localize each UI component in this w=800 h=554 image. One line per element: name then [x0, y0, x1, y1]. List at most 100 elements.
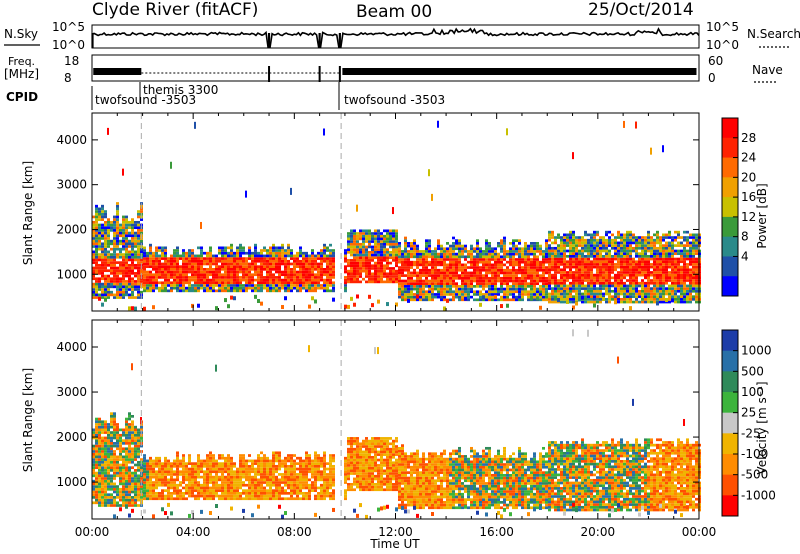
data-cell	[293, 259, 296, 263]
data-cell	[212, 270, 215, 274]
data-cell	[659, 289, 662, 293]
data-cell	[500, 244, 503, 248]
data-cell	[422, 268, 425, 272]
data-cell	[110, 253, 113, 256]
data-cell	[146, 489, 149, 492]
data-cell	[248, 254, 251, 258]
data-cell	[449, 276, 452, 280]
data-cell	[137, 293, 140, 297]
data-cell	[611, 265, 614, 269]
data-cell	[533, 290, 536, 294]
data-cell	[368, 272, 371, 276]
data-cell	[137, 229, 140, 232]
data-cell	[410, 255, 413, 259]
data-cell	[641, 236, 644, 239]
data-cell	[515, 298, 518, 302]
data-cell	[101, 288, 104, 291]
data-cell	[383, 237, 386, 241]
data-cell	[488, 271, 491, 275]
data-cell	[173, 276, 176, 279]
data-cell	[467, 290, 470, 294]
data-cell	[119, 277, 122, 281]
data-cell	[656, 265, 659, 269]
data-cell	[134, 450, 137, 453]
data-cell	[596, 252, 599, 256]
data-cell	[104, 485, 107, 488]
data-cell	[128, 269, 131, 273]
data-cell	[191, 467, 194, 471]
data-cell	[530, 271, 533, 275]
data-cell	[590, 284, 593, 288]
data-cell	[128, 220, 131, 224]
data-cell	[533, 244, 536, 248]
data-cell	[623, 233, 626, 237]
data-cell	[203, 289, 206, 293]
data-cell	[392, 242, 395, 246]
data-cell	[275, 267, 278, 271]
data-cell	[347, 272, 350, 276]
data-cell	[191, 276, 194, 279]
data-cell	[218, 259, 221, 263]
data-cell	[443, 258, 446, 261]
data-cell	[407, 274, 410, 277]
data-cell	[494, 271, 497, 275]
data-cell	[500, 276, 503, 280]
data-cell	[236, 267, 239, 271]
data-cell	[113, 514, 116, 519]
data-cell	[122, 471, 125, 475]
data-cell	[572, 300, 575, 304]
data-cell	[407, 279, 410, 283]
data-cell	[650, 252, 653, 256]
data-cell	[680, 268, 683, 272]
data-cell	[350, 245, 353, 249]
data-cell	[395, 261, 398, 265]
data-cell	[395, 256, 398, 260]
data-cell	[95, 477, 98, 480]
data-cell	[650, 281, 653, 285]
data-cell	[137, 239, 140, 243]
data-cell	[101, 293, 104, 297]
data-cell	[302, 267, 305, 271]
data-cell	[134, 231, 137, 235]
data-cell	[350, 234, 353, 238]
data-cell	[101, 258, 104, 262]
data-cell	[257, 299, 260, 304]
data-cell	[350, 280, 353, 284]
data-cell	[545, 242, 548, 245]
data-cell	[407, 242, 410, 245]
data-cell	[659, 263, 662, 266]
data-cell	[155, 251, 158, 255]
data-cell	[257, 286, 260, 290]
data-cell	[95, 223, 98, 227]
data-cell	[104, 460, 107, 464]
data-cell	[515, 268, 518, 272]
data-cell	[437, 244, 440, 248]
data-cell	[224, 254, 227, 258]
data-cell	[674, 263, 677, 266]
data-cell	[542, 255, 545, 259]
data-cell	[116, 431, 119, 434]
data-cell	[254, 254, 257, 258]
data-cell	[578, 244, 581, 247]
data-cell	[608, 263, 611, 266]
data-cell	[620, 255, 623, 258]
data-cell	[665, 281, 668, 285]
data-cell	[107, 288, 110, 291]
data-cell	[665, 236, 668, 239]
data-cell	[575, 252, 578, 256]
data-cell	[131, 498, 134, 502]
data-cell	[455, 242, 458, 245]
data-cell	[152, 497, 155, 501]
data-cell	[647, 295, 650, 299]
data-cell	[452, 293, 455, 296]
data-cell	[107, 231, 110, 235]
data-cell	[428, 274, 431, 277]
data-cell	[92, 444, 95, 448]
data-cell	[473, 274, 476, 277]
data-cell	[152, 276, 155, 279]
data-cell	[449, 260, 452, 264]
data-cell	[368, 261, 371, 265]
data-cell	[200, 509, 203, 514]
data-cell	[101, 212, 104, 216]
data-cell	[98, 223, 101, 227]
